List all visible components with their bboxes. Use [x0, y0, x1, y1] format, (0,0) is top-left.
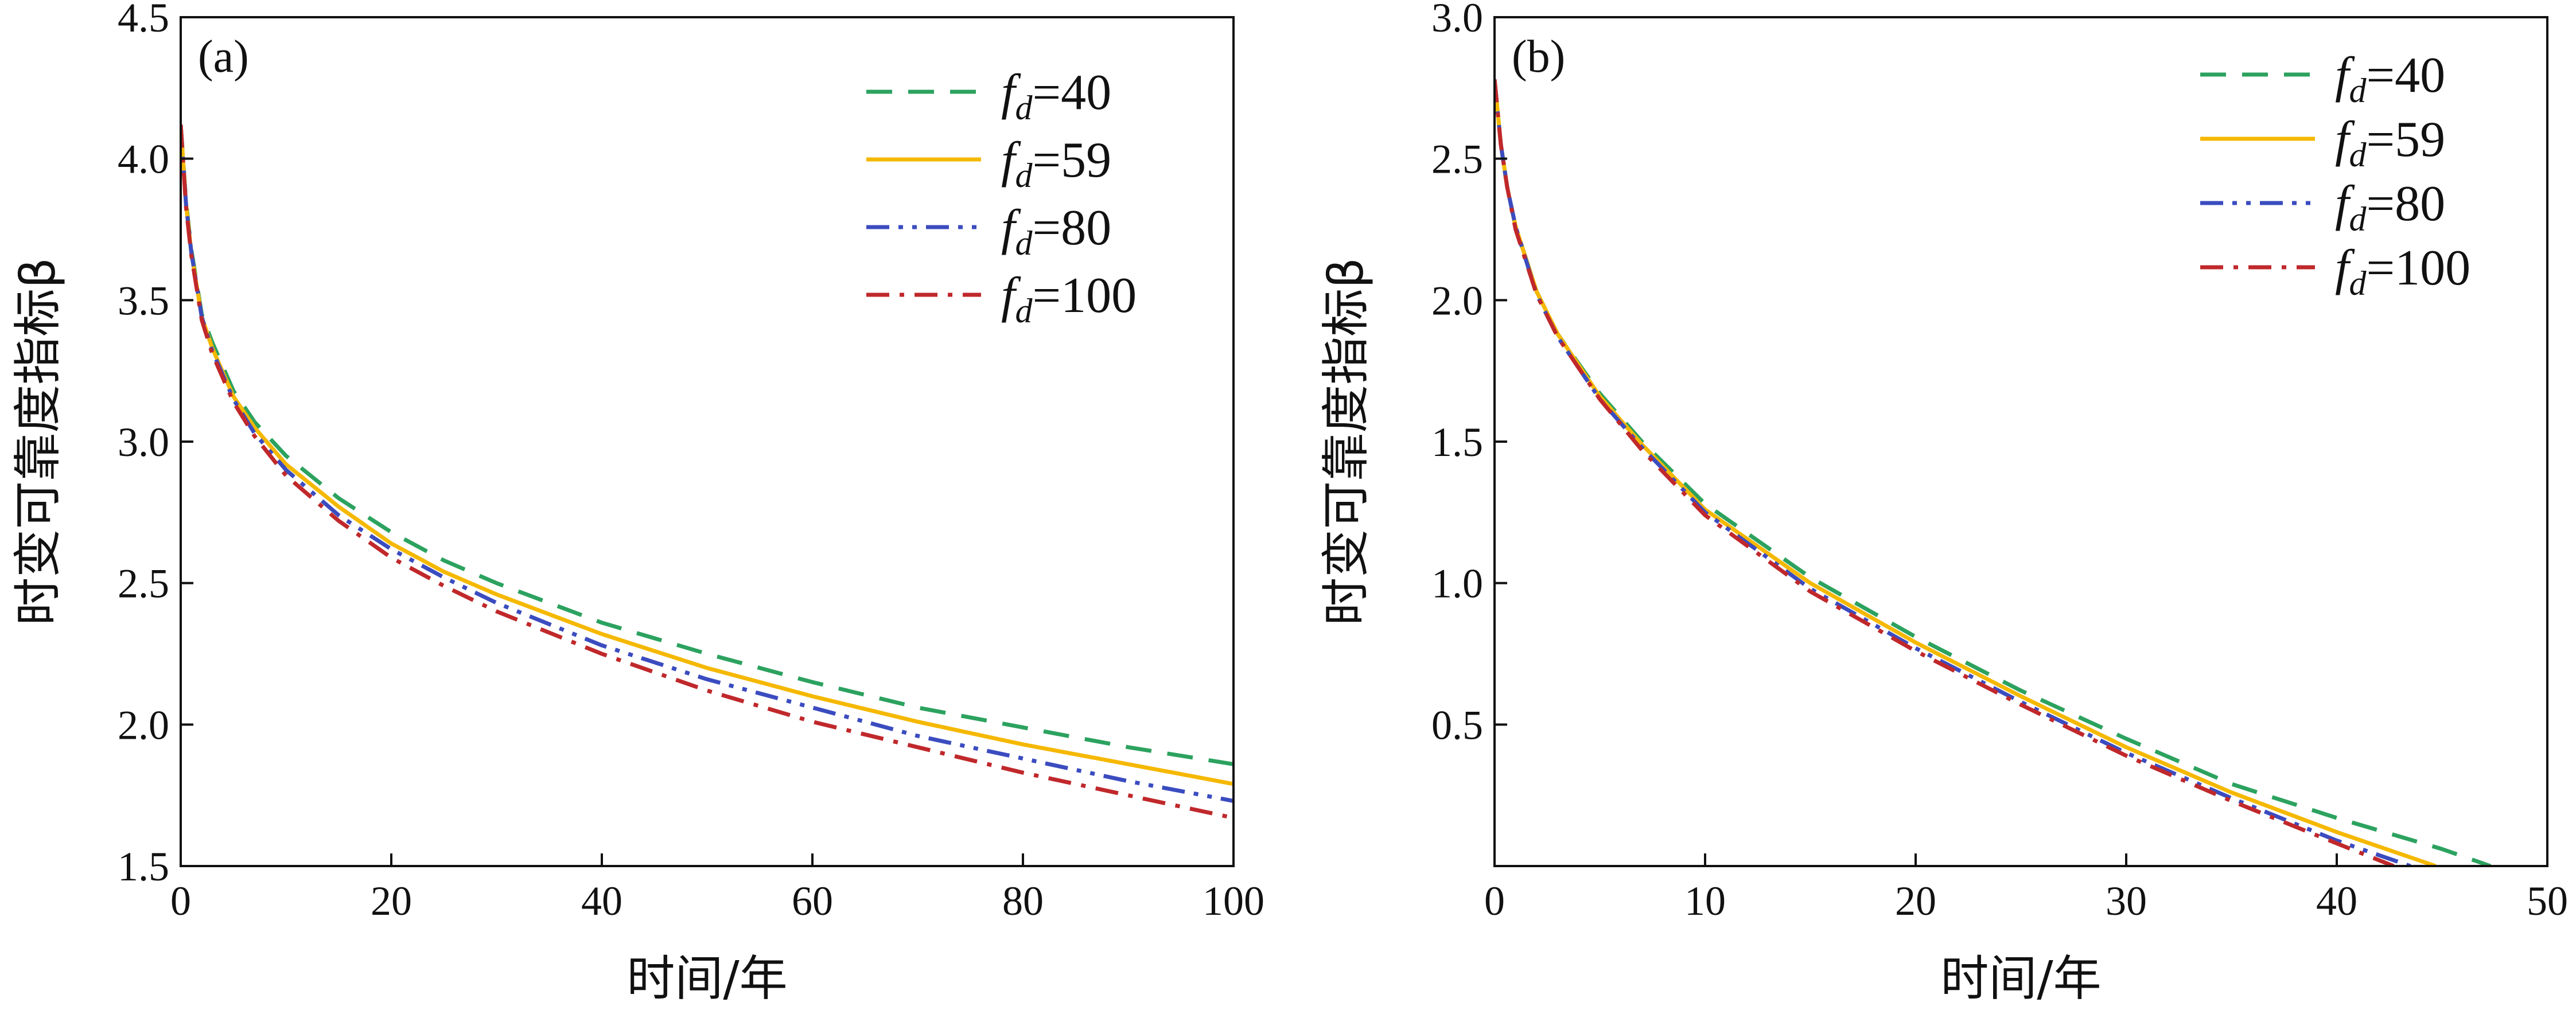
legend-value: =59 [2366, 112, 2445, 167]
series-line-fd-80 [1495, 79, 2411, 866]
panel-label: (b) [1512, 32, 1565, 82]
legend-value: =40 [2366, 48, 2445, 103]
legend-entry: fd=100 [1001, 268, 1137, 330]
legend-value: =80 [2366, 176, 2445, 232]
legend-sub: d [1015, 89, 1033, 127]
legend-value: =100 [2366, 240, 2470, 296]
y-tick-label: 1.5 [1431, 419, 1483, 465]
y-tick-label: 2.5 [1431, 137, 1483, 182]
x-axis-title: 时间/年 [627, 950, 787, 1007]
legend-sub: d [2349, 264, 2367, 302]
legend-value: =80 [1032, 200, 1111, 256]
x-tick-label: 0 [1484, 878, 1505, 924]
legend-entry: fd=59 [1001, 132, 1111, 194]
legend-sub: d [1015, 157, 1033, 194]
legend-sub: d [2349, 72, 2367, 110]
legend-entry: fd=100 [2335, 240, 2470, 302]
y-tick-label: 2.5 [118, 561, 169, 607]
legend-entry: fd=59 [2335, 112, 2445, 174]
legend-value: =40 [1032, 65, 1111, 120]
x-tick-label: 40 [581, 878, 622, 924]
y-tick-label: 3.5 [118, 278, 169, 323]
panel-label: (a) [198, 32, 249, 82]
series-line-fd-100 [1495, 79, 2395, 866]
legend-entry: fd=40 [1001, 65, 1111, 127]
legend-sub: d [2349, 200, 2367, 238]
series-line-fd-100 [181, 124, 1233, 820]
x-tick-label: 100 [1203, 878, 1264, 924]
x-tick-label: 30 [2106, 878, 2147, 924]
y-tick-label: 3.0 [1431, 0, 1483, 41]
y-tick-label: 4.0 [118, 137, 169, 182]
legend-sub: d [2349, 136, 2367, 174]
y-tick-label: 0.5 [1431, 702, 1483, 748]
series-line-fd-59 [1495, 79, 2437, 866]
y-tick-label: 1.0 [1431, 561, 1483, 607]
x-tick-label: 60 [792, 878, 833, 924]
legend-entry: fd=80 [1001, 200, 1111, 262]
legend-entry: fd=40 [2335, 48, 2445, 110]
x-tick-label: 20 [1895, 878, 1936, 924]
legend-sub: d [1015, 224, 1033, 262]
x-tick-label: 80 [1002, 878, 1044, 924]
y-tick-label: 2.0 [1431, 278, 1483, 323]
legend-value: =59 [1032, 132, 1111, 188]
y-tick-label: 1.5 [118, 844, 169, 890]
x-tick-label: 0 [170, 878, 191, 924]
legend-sub: d [1015, 292, 1033, 330]
x-tick-label: 10 [1684, 878, 1726, 924]
x-tick-label: 20 [371, 878, 412, 924]
legend-value: =100 [1032, 268, 1137, 323]
x-tick-label: 50 [2527, 878, 2568, 924]
x-axis-title: 时间/年 [1940, 950, 2101, 1007]
chart-panel-a: 0 20 40 60 80 100 1.5 2.0 2.5 3.0 3.5 4.0 4.5 时间/年 时变可… [10, 0, 1264, 1007]
y-tick-label: 4.5 [118, 0, 169, 41]
y-axis-title: 时变可靠度指标β [10, 258, 66, 626]
y-tick-label: 3.0 [118, 419, 169, 465]
chart-panel-b: 0 10 20 30 40 50 0.5 1.0 1.5 2.0 2.5 3.0 时间/年 时变可靠度指标… [1318, 0, 2568, 1007]
y-tick-label: 2.0 [118, 702, 169, 748]
legend-entry: fd=80 [2335, 176, 2445, 238]
x-tick-label: 40 [2316, 878, 2357, 924]
y-axis-title: 时变可靠度指标β [1318, 258, 1374, 626]
